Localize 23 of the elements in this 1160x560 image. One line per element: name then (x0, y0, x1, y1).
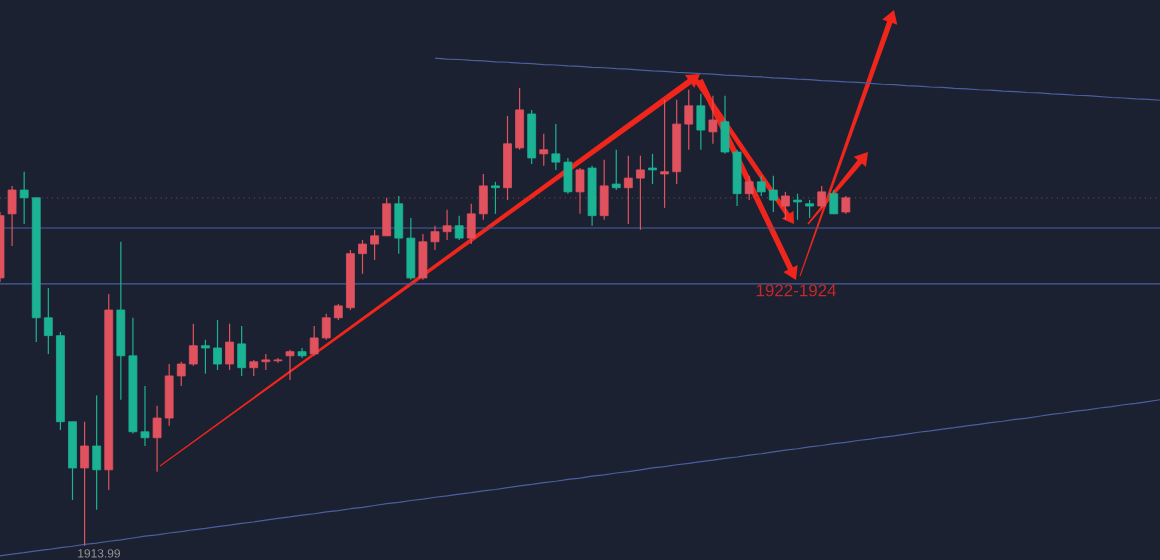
candlestick (829, 189, 839, 215)
candlestick (491, 181, 500, 215)
candlestick (781, 191, 790, 221)
candlestick (80, 421, 89, 547)
candlestick (708, 95, 718, 145)
candlestick (696, 93, 706, 151)
candlestick (793, 193, 802, 221)
candlestick (225, 323, 234, 371)
candlestick (7, 185, 17, 247)
candlestick (611, 149, 621, 191)
candlestick (92, 395, 102, 511)
candlestick (744, 175, 754, 201)
candlestick (454, 215, 464, 241)
candlestick (587, 165, 597, 227)
candlestick (575, 167, 585, 215)
candlestick (527, 109, 537, 165)
annotation: 1922-1924 (756, 284, 837, 297)
candlestick (237, 325, 247, 377)
candlestick (539, 133, 549, 167)
candlestick (817, 185, 827, 209)
candlestick (648, 153, 657, 185)
candlestick (285, 349, 295, 381)
candlestick (599, 159, 609, 221)
